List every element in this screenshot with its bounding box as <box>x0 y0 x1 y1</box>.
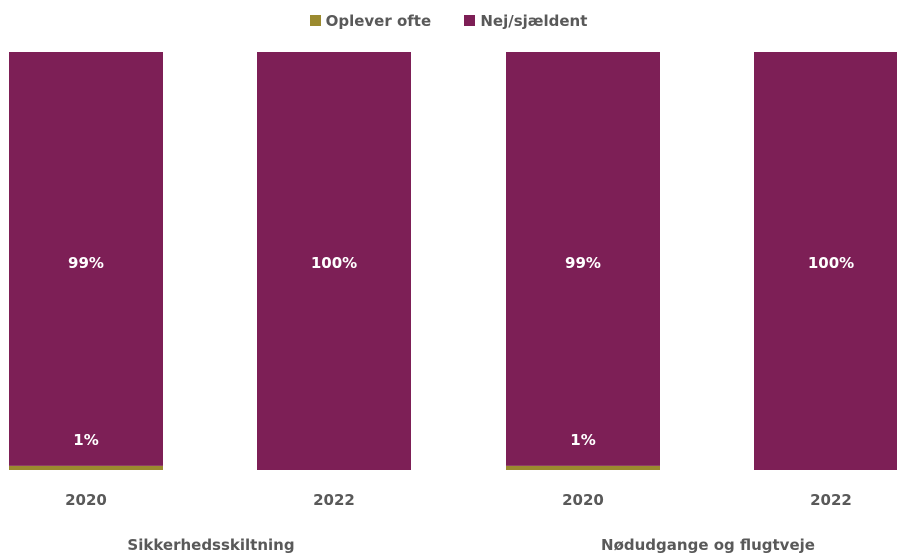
data-label: 99% <box>68 254 104 272</box>
x-tick-label: 2022 <box>810 491 852 509</box>
bar-segment-nej-sjaeldent <box>257 52 411 470</box>
data-label: 99% <box>565 254 601 272</box>
legend-swatch <box>464 15 476 26</box>
x-tick-label: 2022 <box>313 491 355 509</box>
legend-item-nej-sjaeldent: Nej/sjældent <box>464 12 587 30</box>
legend-label: Nej/sjældent <box>480 12 588 30</box>
legend: Oplever ofte Nej/sjældent <box>0 12 897 30</box>
bar-segment-nej-sjaeldent <box>9 52 163 466</box>
legend-item-oplever-ofte: Oplever ofte <box>309 12 432 30</box>
bar-segment-oplever-ofte <box>9 465 163 470</box>
legend-swatch <box>309 15 321 26</box>
data-label: 100% <box>808 254 854 272</box>
x-tick-label: 2020 <box>65 491 107 509</box>
bar-segment-oplever-ofte <box>506 465 660 470</box>
legend-label: Oplever ofte <box>325 12 432 30</box>
group-label: Sikkerhedsskiltning <box>127 536 294 554</box>
data-label: 1% <box>570 431 595 449</box>
data-label: 100% <box>311 254 357 272</box>
bar-segment-nej-sjaeldent <box>506 52 660 466</box>
group-label: Nødudgange og flugtveje <box>601 536 815 554</box>
x-tick-label: 2020 <box>562 491 604 509</box>
bar-segment-nej-sjaeldent <box>754 52 897 470</box>
data-label: 1% <box>73 431 98 449</box>
